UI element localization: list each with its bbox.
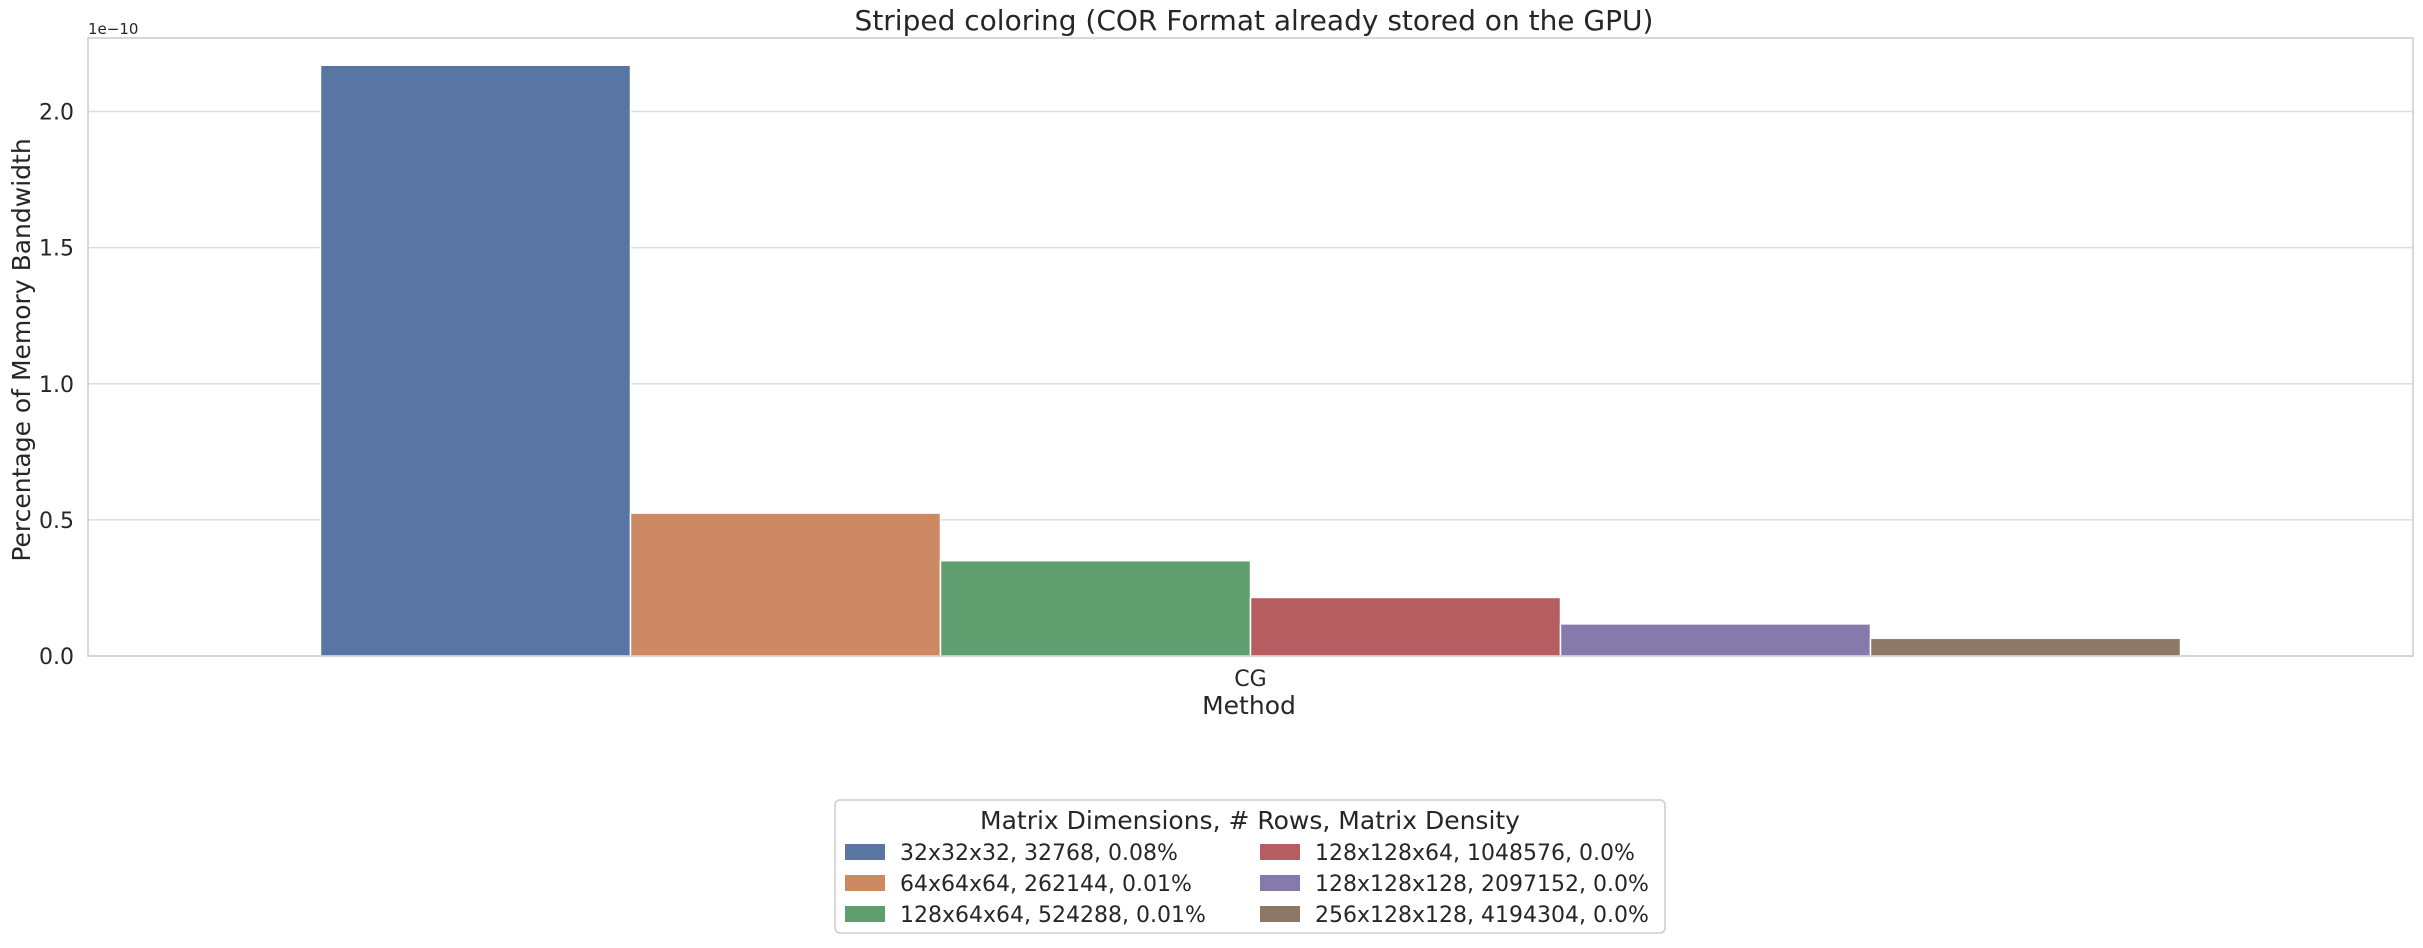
legend-label: 32x32x32, 32768, 0.08% xyxy=(900,841,1178,866)
legend-swatch xyxy=(845,844,885,860)
legend-label: 128x128x64, 1048576, 0.0% xyxy=(1315,841,1635,866)
bar xyxy=(1249,596,1562,657)
y-tick-label: 1.0 xyxy=(39,373,74,398)
legend-label: 128x128x128, 2097152, 0.0% xyxy=(1315,872,1649,897)
legend-swatch xyxy=(1260,906,1300,922)
plot-frame xyxy=(87,37,2414,657)
legend-swatch xyxy=(1260,844,1300,860)
axes: 0.0 0.5 1.0 1.5 2.0 CG xyxy=(39,37,2414,692)
legend-title: Matrix Dimensions, # Rows, Matrix Densit… xyxy=(980,806,1520,835)
chart-title: Striped coloring (COR Format already sto… xyxy=(855,4,1654,37)
bar xyxy=(1559,623,1872,657)
y-tick-label: 0.5 xyxy=(39,509,74,534)
bar xyxy=(939,559,1252,657)
bar xyxy=(1869,637,2182,657)
y-tick-label: 1.5 xyxy=(39,237,74,262)
y-axis-label: Percentage of Memory Bandwidth xyxy=(7,138,36,561)
bar xyxy=(629,512,942,657)
x-tick-label: CG xyxy=(1234,667,1266,692)
bar xyxy=(319,64,632,657)
legend-label: 256x128x128, 4194304, 0.0% xyxy=(1315,903,1649,928)
bars xyxy=(319,64,2182,657)
y-axis-offset-label: 1e−10 xyxy=(88,20,138,38)
y-tick-label: 2.0 xyxy=(39,101,74,126)
legend-swatch xyxy=(1260,875,1300,891)
x-axis-label: Method xyxy=(1202,691,1296,720)
legend-swatch xyxy=(845,875,885,891)
y-tick-label: 0.0 xyxy=(39,645,74,670)
legend-label: 64x64x64, 262144, 0.01% xyxy=(900,872,1192,897)
legend: Matrix Dimensions, # Rows, Matrix Densit… xyxy=(834,799,1666,934)
legend-box xyxy=(834,799,1666,934)
legend-swatch xyxy=(845,906,885,922)
legend-label: 128x64x64, 524288, 0.01% xyxy=(900,903,1206,928)
